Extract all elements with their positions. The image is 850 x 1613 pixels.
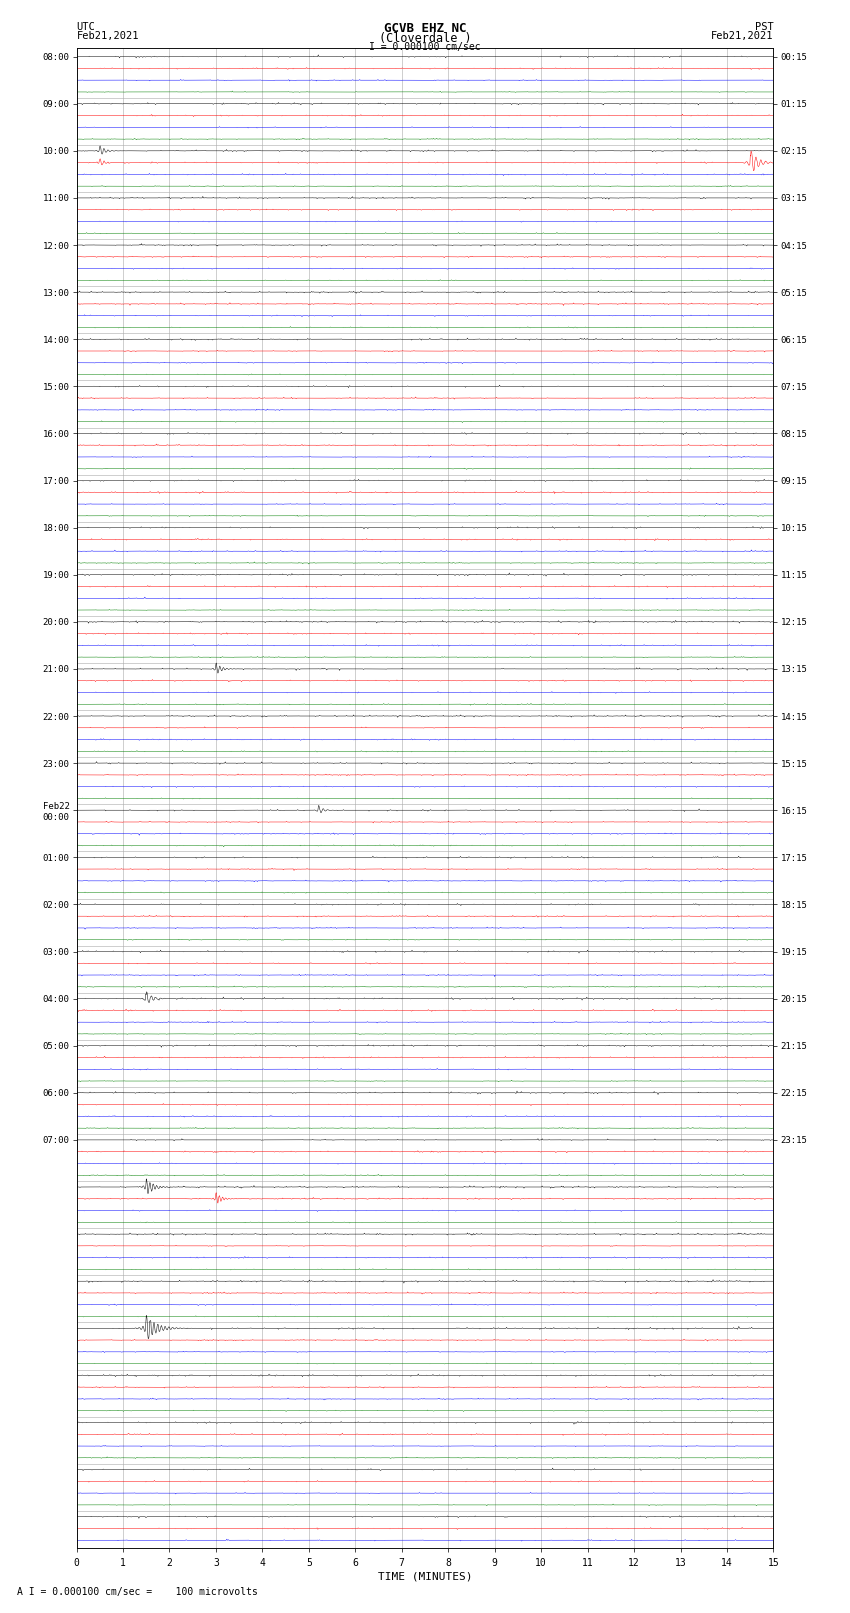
Text: UTC: UTC: [76, 23, 95, 32]
X-axis label: TIME (MINUTES): TIME (MINUTES): [377, 1571, 473, 1582]
Text: I = 0.000100 cm/sec: I = 0.000100 cm/sec: [369, 42, 481, 52]
Text: Feb21,2021: Feb21,2021: [76, 31, 139, 42]
Text: A I = 0.000100 cm/sec =    100 microvolts: A I = 0.000100 cm/sec = 100 microvolts: [17, 1587, 258, 1597]
Text: (Cloverdale ): (Cloverdale ): [379, 32, 471, 45]
Text: Feb21,2021: Feb21,2021: [711, 31, 774, 42]
Text: PST: PST: [755, 23, 774, 32]
Text: GCVB EHZ NC: GCVB EHZ NC: [383, 23, 467, 35]
